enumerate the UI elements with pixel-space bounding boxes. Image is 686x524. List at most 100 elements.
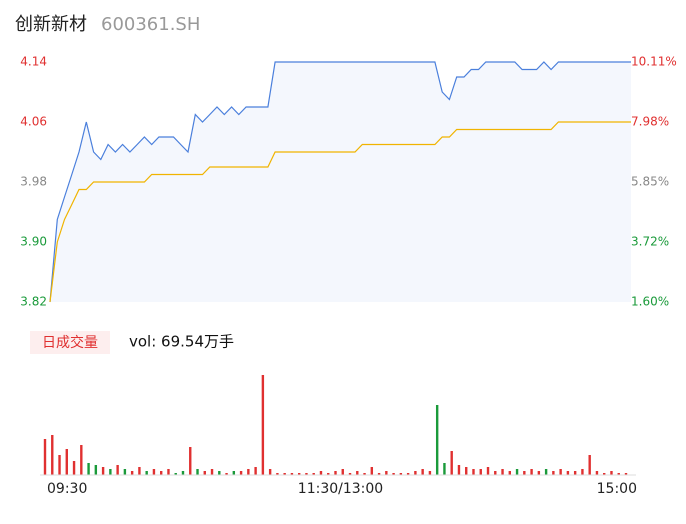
y2-tick-label: 7.98% xyxy=(631,115,669,129)
volume-bar xyxy=(261,375,265,475)
volume-tab[interactable] xyxy=(30,331,110,354)
price-line xyxy=(49,61,631,303)
volume-bar xyxy=(152,469,156,475)
volume-bar xyxy=(327,473,330,475)
y2-tick-label: 3.72% xyxy=(631,235,669,249)
volume-bar xyxy=(247,469,250,475)
volume-bar xyxy=(552,471,555,475)
volume-bar xyxy=(530,469,533,475)
volume-bar xyxy=(443,463,446,475)
volume-bar xyxy=(109,469,112,475)
y-tick-label: 3.98 xyxy=(20,175,47,189)
x-tick-label: 11:30/13:00 xyxy=(298,481,383,497)
volume-bar xyxy=(566,471,570,475)
volume-bar xyxy=(297,473,301,475)
volume-bar xyxy=(72,461,76,475)
volume-bar xyxy=(101,467,105,475)
volume-bar xyxy=(399,473,403,475)
volume-bar xyxy=(218,471,221,475)
volume-bar xyxy=(290,473,294,475)
volume-bar xyxy=(196,469,199,475)
volume-bar xyxy=(595,471,599,475)
volume-bar xyxy=(51,435,54,475)
volume-bar xyxy=(225,473,228,475)
average-line xyxy=(49,121,631,303)
volume-bar xyxy=(319,471,323,475)
y-tick-label: 3.82 xyxy=(20,295,47,309)
volume-bar xyxy=(130,471,134,475)
volume-bar xyxy=(508,471,511,475)
volume-bar xyxy=(94,465,98,475)
volume-bar xyxy=(617,473,620,475)
volume-bar xyxy=(210,469,214,475)
stock-name: 创新新材 xyxy=(15,14,87,35)
volume-bar xyxy=(428,471,432,475)
volume-bar xyxy=(232,471,236,475)
volume-tab-label[interactable]: 日成交量 xyxy=(42,334,98,351)
volume-bar xyxy=(181,471,185,475)
volume-bar xyxy=(65,449,68,475)
volume-bar xyxy=(116,465,119,475)
volume-bar xyxy=(189,447,192,475)
y-tick-label: 4.06 xyxy=(20,115,47,129)
volume-bar xyxy=(203,471,206,475)
volume-bar xyxy=(363,473,366,475)
volume-bar xyxy=(348,473,352,475)
volume-bar xyxy=(559,469,562,475)
volume-bar xyxy=(501,469,504,475)
volume-bar xyxy=(80,445,83,475)
x-tick-label: 15:00 xyxy=(597,481,637,497)
volume-bar xyxy=(276,473,279,475)
volume-bar xyxy=(305,473,308,475)
volume-bar xyxy=(356,471,359,475)
stock-code: 600361.SH xyxy=(101,14,200,35)
volume-bar xyxy=(624,473,628,475)
volume-bar xyxy=(160,471,163,475)
volume-bar xyxy=(87,463,90,475)
y2-tick-label: 5.85% xyxy=(631,175,669,189)
volume-bar xyxy=(268,469,272,475)
volume-bar xyxy=(239,471,243,475)
volume-bar xyxy=(465,467,468,475)
volume-bar xyxy=(523,471,526,475)
volume-bar xyxy=(544,469,548,475)
volume-bar xyxy=(450,451,453,475)
volume-bar xyxy=(588,455,591,475)
volume-bar xyxy=(537,471,541,475)
volume-bar xyxy=(406,473,410,475)
volume-bar xyxy=(472,469,475,475)
volume-bar xyxy=(581,469,584,475)
volume-bar xyxy=(457,465,461,475)
y2-tick-label: 1.60% xyxy=(631,295,669,309)
y2-tick-label: 10.11% xyxy=(631,55,677,69)
volume-bar xyxy=(145,471,148,475)
volume-bar xyxy=(167,469,170,475)
volume-total: vol: 69.54万手 xyxy=(129,333,234,351)
volume-bar xyxy=(414,471,417,475)
volume-bar xyxy=(377,473,381,475)
volume-bar xyxy=(43,439,47,475)
y-tick-label: 3.90 xyxy=(20,235,47,249)
volume-bar xyxy=(58,455,61,475)
volume-bar xyxy=(494,471,497,475)
volume-bar xyxy=(254,467,257,475)
volume-bar xyxy=(610,471,613,475)
volume-bar xyxy=(421,469,424,475)
volume-bar xyxy=(573,471,577,475)
volume-bar xyxy=(123,469,127,475)
volume-bar xyxy=(370,467,374,475)
volume-bar xyxy=(138,467,141,475)
x-tick-label: 09:30 xyxy=(47,481,87,497)
volume-bar xyxy=(603,473,606,475)
volume-bar xyxy=(312,473,315,475)
volume-bar xyxy=(334,471,337,475)
volume-bar xyxy=(435,405,439,475)
volume-bar xyxy=(515,469,519,475)
volume-bar xyxy=(486,467,490,475)
volume-bar xyxy=(385,471,388,475)
volume-bar xyxy=(341,469,344,475)
volume-bar xyxy=(283,473,286,475)
volume-bar xyxy=(174,473,177,475)
price-area xyxy=(50,62,631,302)
